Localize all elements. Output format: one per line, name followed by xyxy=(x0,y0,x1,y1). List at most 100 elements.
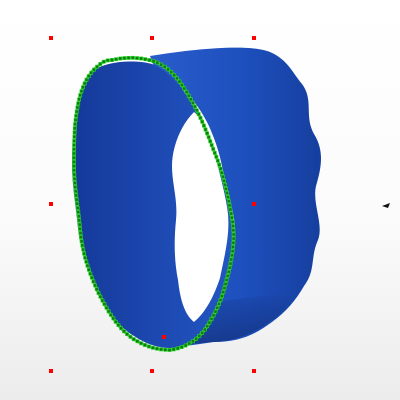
edge-vertex xyxy=(72,176,77,181)
edge-vertex xyxy=(84,259,89,264)
edge-vertex xyxy=(151,345,155,350)
edge-vertex xyxy=(227,265,232,270)
edge-vertex xyxy=(77,222,82,227)
edge-vertex xyxy=(84,77,89,82)
handle-bottom-right[interactable] xyxy=(252,369,256,373)
edge-vertex xyxy=(172,73,177,78)
edge-vertex xyxy=(183,343,188,348)
handle-bottom-left[interactable] xyxy=(49,369,53,373)
edge-vertex xyxy=(184,90,189,94)
edge-vertex xyxy=(213,309,218,314)
edge-vertex xyxy=(73,189,78,194)
edge-vertex xyxy=(188,97,193,102)
edge-vertex xyxy=(119,326,124,331)
edge-vertex xyxy=(166,67,171,72)
edge-vertex xyxy=(205,324,210,329)
edge-vertex xyxy=(104,305,109,310)
edge-vertex xyxy=(222,178,227,183)
edge-vertex xyxy=(102,302,107,307)
edge-vertex xyxy=(206,135,211,140)
edge-vertex xyxy=(122,329,126,334)
edge-vertex xyxy=(75,105,80,110)
edge-vertex xyxy=(202,123,206,128)
edge-vertex xyxy=(147,344,151,349)
edge-vertex xyxy=(202,327,207,332)
edge-vertex xyxy=(72,160,76,164)
edge-vertex xyxy=(83,255,88,260)
handle-middle-near[interactable] xyxy=(162,335,166,339)
edge-vertex xyxy=(224,277,229,282)
edge-vertex xyxy=(85,263,90,268)
edge-vertex xyxy=(231,240,236,245)
edge-vertex xyxy=(114,57,119,62)
edge-vertex xyxy=(159,62,164,67)
edge-vertex xyxy=(73,118,78,122)
edge-vertex xyxy=(76,101,81,106)
edge-vertex xyxy=(231,232,236,237)
edge-vertex xyxy=(218,166,223,171)
edge-vertex xyxy=(231,236,236,241)
edge-vertex xyxy=(143,57,148,62)
edge-vertex xyxy=(73,181,77,185)
edge-vertex xyxy=(113,319,118,324)
edge-vertex xyxy=(79,89,84,94)
edge-vertex xyxy=(135,339,140,344)
handle-top-right[interactable] xyxy=(252,36,256,40)
edge-vertex xyxy=(228,207,233,212)
edge-vertex xyxy=(218,298,223,302)
edge-vertex xyxy=(163,347,168,352)
edge-vertex xyxy=(231,228,236,233)
edge-vertex xyxy=(231,245,236,249)
edge-vertex xyxy=(215,158,220,163)
edge-vertex xyxy=(180,83,184,87)
edge-vertex xyxy=(177,79,182,84)
edge-vertex xyxy=(98,294,103,299)
edge-vertex xyxy=(229,257,234,262)
edge-vertex xyxy=(110,58,114,62)
edge-vertex xyxy=(73,185,78,190)
edge-vertex xyxy=(79,235,83,240)
edge-vertex xyxy=(75,206,80,210)
handle-top-left[interactable] xyxy=(49,36,53,40)
edge-vertex xyxy=(72,155,76,160)
edge-vertex xyxy=(111,316,116,321)
edge-vertex xyxy=(205,131,210,136)
edge-vertex xyxy=(86,74,91,79)
edge-vertex xyxy=(74,113,79,118)
edge-vertex xyxy=(208,139,213,144)
band-outer-surface[interactable] xyxy=(150,47,321,349)
edge-vertex xyxy=(125,332,130,337)
edge-vertex xyxy=(147,58,152,63)
edge-vertex xyxy=(135,56,139,61)
edge-vertex xyxy=(175,76,179,81)
handle-middle-left[interactable] xyxy=(49,202,53,206)
edge-vertex xyxy=(230,253,234,258)
edge-vertex xyxy=(211,147,216,151)
edge-vertex xyxy=(81,85,85,90)
edge-vertex xyxy=(215,305,220,310)
edge-vertex xyxy=(179,345,184,350)
handle-top-center[interactable] xyxy=(150,36,154,40)
edge-vertex xyxy=(191,339,195,344)
handle-middle-center[interactable] xyxy=(252,202,256,206)
edge-vertex xyxy=(72,147,77,152)
edge-vertex xyxy=(194,108,199,113)
edge-vertex xyxy=(182,86,187,91)
edge-vertex xyxy=(72,168,77,173)
control-handles[interactable] xyxy=(49,36,256,373)
edge-vertex xyxy=(72,172,77,177)
edge-vertex xyxy=(221,174,225,179)
edge-vertex xyxy=(200,330,205,335)
edge-vertex xyxy=(203,127,208,132)
edge-vertex xyxy=(74,197,79,202)
edge-vertex xyxy=(89,275,94,280)
edge-vertex xyxy=(223,282,228,286)
edge-vertex xyxy=(230,215,234,220)
band-opening-hole xyxy=(172,112,229,322)
edge-vertex xyxy=(73,122,78,127)
handle-bottom-center[interactable] xyxy=(150,369,154,373)
edge-vertex xyxy=(209,317,214,321)
edge-vertex xyxy=(130,55,135,60)
